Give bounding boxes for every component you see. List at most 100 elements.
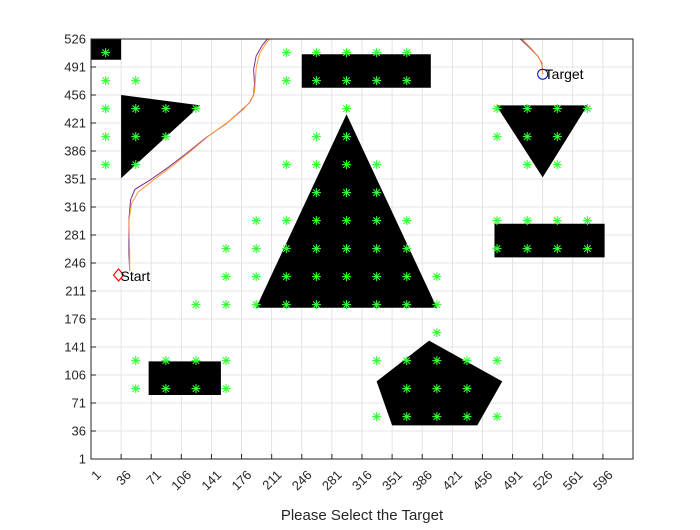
target-label: Target [545,66,584,82]
node-marker [432,328,442,338]
node-marker [402,300,412,310]
x-tick-label: 561 [560,467,586,493]
obstacle-triangle [256,114,437,308]
y-tick-label: 176 [64,312,86,327]
nodes [101,48,592,422]
node-marker [311,188,321,198]
node-marker [402,356,412,366]
node-marker [372,216,382,226]
node-marker [311,272,321,282]
node-marker [522,216,532,226]
x-tick-label: 456 [469,467,495,493]
node-marker [251,300,261,310]
node-marker [311,76,321,86]
node-marker [131,104,141,114]
node-marker [402,384,412,394]
node-marker [432,384,442,394]
node-marker [161,132,171,142]
node-marker [311,48,321,58]
x-tick-label: 71 [143,467,164,488]
node-marker [492,412,502,422]
node-marker [432,412,442,422]
x-tick-label: 491 [500,467,526,493]
node-marker [492,104,502,114]
y-ticks: 1 36 71 106 141 176 211 246 281 316 351 386 421 456 49… [64,32,96,467]
obstacle-triangle [121,95,201,179]
y-tick-label: 211 [65,284,86,299]
obstacle-rectangle [148,361,221,395]
node-marker [281,76,291,86]
node-marker [372,76,382,86]
node-marker [522,160,532,170]
node-marker [342,188,352,198]
node-marker [161,104,171,114]
node-marker [582,216,592,226]
node-marker [402,412,412,422]
x-tick-label: 211 [259,467,284,492]
node-marker [462,356,472,366]
node-marker [432,300,442,310]
node-marker [372,412,382,422]
start-marker[interactable] [112,268,125,282]
node-marker [221,300,231,310]
node-marker [432,356,442,366]
node-marker [281,272,291,282]
x-tick-label: 421 [439,467,465,493]
node-marker [372,300,382,310]
y-tick-label: 351 [64,172,86,187]
node-marker [101,76,111,86]
node-marker [131,132,141,142]
paths [128,38,544,272]
node-marker [402,48,412,58]
y-tick-label: 281 [64,228,86,243]
node-marker [221,384,231,394]
node-marker [522,244,532,254]
node-marker [342,272,352,282]
node-marker [402,244,412,254]
node-marker [342,132,352,142]
markers: Start Target [112,66,584,284]
y-tick-label: 36 [72,424,86,439]
node-marker [221,244,231,254]
y-tick-label: 491 [64,60,86,75]
node-marker [522,132,532,142]
node-marker [372,188,382,198]
node-marker [372,160,382,170]
node-marker [191,104,201,114]
node-marker [372,356,382,366]
x-tick-label: 106 [168,467,194,493]
x-tick-label: 316 [349,467,375,493]
node-marker [342,216,352,226]
node-marker [492,216,502,226]
node-marker [462,412,472,422]
x-tick-label: 36 [113,467,134,488]
node-marker [311,132,321,142]
node-marker [342,48,352,58]
y-tick-label: 141 [64,340,86,355]
target-marker[interactable] [537,68,549,80]
y-tick-label: 71 [72,396,86,411]
path-line [521,38,544,75]
node-marker [432,272,442,282]
node-marker [161,384,171,394]
node-marker [552,216,562,226]
node-marker [582,244,592,254]
x-tick-label: 351 [379,467,405,493]
node-marker [342,300,352,310]
y-tick-label: 526 [64,32,86,47]
x-tick-label: 246 [289,467,315,493]
obstacle-rectangle [494,223,605,258]
node-marker [402,272,412,282]
obstacle-rectangle [301,54,431,88]
node-marker [251,244,261,254]
node-marker [281,216,291,226]
x-tick-label: 386 [409,467,435,493]
node-marker [281,244,291,254]
x-tick-label: 176 [229,467,255,493]
node-marker [101,132,111,142]
node-marker [281,160,291,170]
node-marker [101,104,111,114]
x-axis-label: Please Select the Target [281,507,444,524]
